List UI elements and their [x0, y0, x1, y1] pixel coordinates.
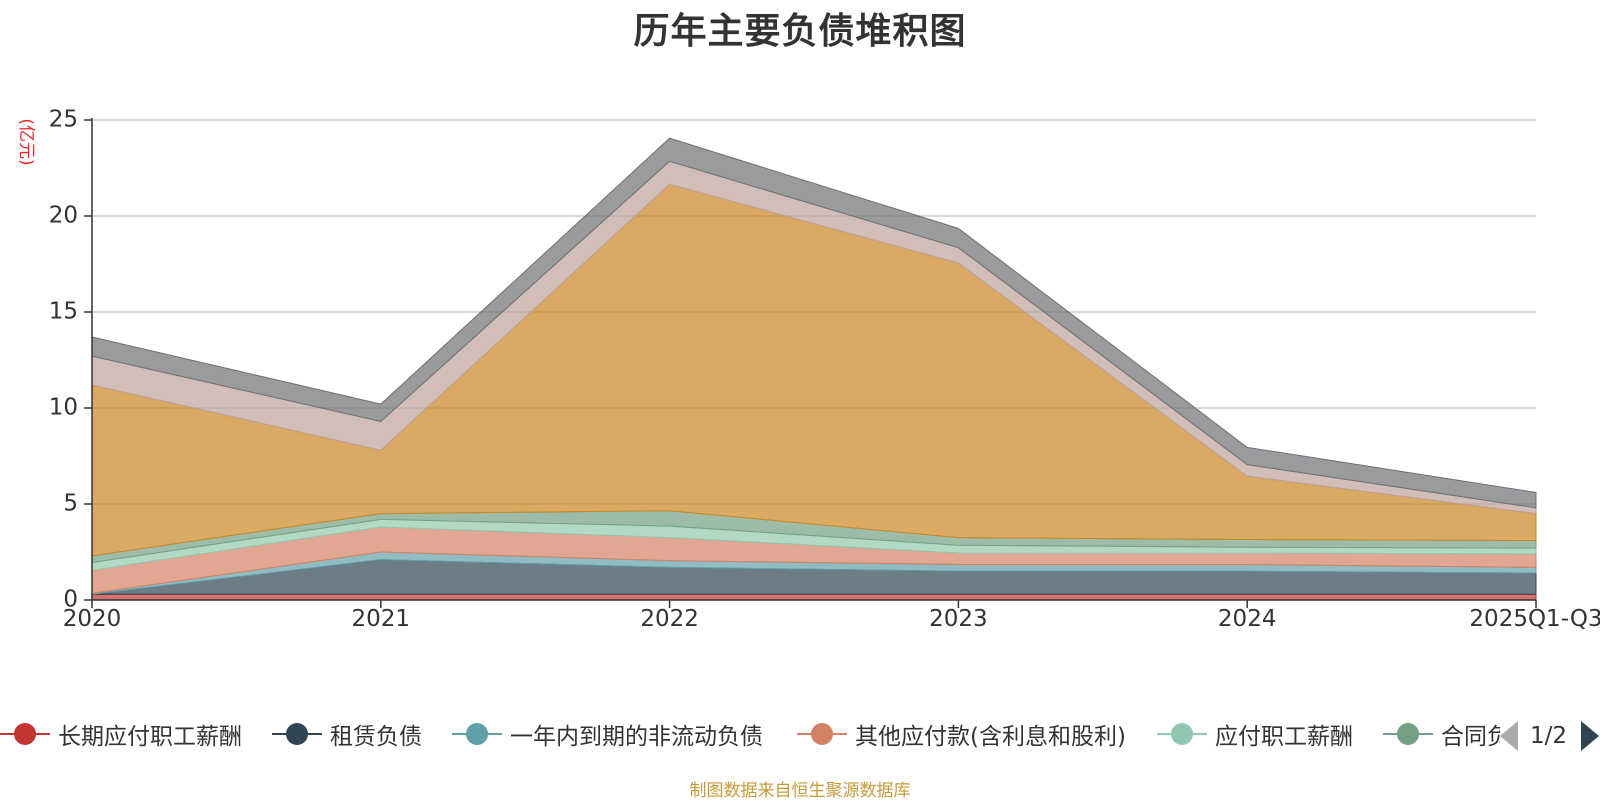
- legend: 长期应付职工薪酬 租赁负债 一年内到期的非流动负债 其他应付款(含利息和股利) 应付职工…: [0, 712, 1600, 756]
- legend-page-indicator: 1/2: [1530, 723, 1568, 749]
- legend-item[interactable]: 租赁负债: [272, 712, 422, 756]
- axes: 0 5 10 15 20 25 2020 2021 2022 2023 2024 2025Q1-Q3: [49, 107, 1600, 633]
- legend-label: 其他应付款(含利息和股利): [855, 724, 1126, 750]
- legend-next-page-icon[interactable]: [1581, 721, 1600, 751]
- legend-label: 租赁负债: [330, 724, 422, 750]
- x-tick-label: 2022: [640, 606, 699, 632]
- x-tick-label: 2021: [352, 606, 411, 632]
- chart-title: 历年主要负债堆积图: [633, 11, 967, 52]
- x-tick-label: 2020: [63, 606, 122, 632]
- legend-label: 长期应付职工薪酬: [58, 724, 242, 750]
- x-tick-label: 2025Q1-Q3: [1469, 606, 1600, 632]
- legend-label: 应付职工薪酬: [1215, 724, 1353, 750]
- legend-marker-icon: [272, 712, 322, 756]
- y-tick-label: 0: [63, 587, 78, 613]
- legend-item[interactable]: 长期应付职工薪酬: [0, 712, 242, 756]
- series-area-9: [91, 137, 1537, 509]
- area-series-layer: [91, 137, 1537, 601]
- x-tick-label: 2024: [1218, 606, 1277, 632]
- legend-item[interactable]: 一年内到期的非流动负债: [452, 712, 763, 756]
- legend-marker-icon: [1383, 712, 1433, 756]
- y-tick-label: 25: [49, 107, 78, 133]
- y-tick-label: 15: [49, 299, 78, 325]
- y-axis-unit-label: (亿元): [16, 118, 36, 165]
- legend-item[interactable]: 其他应付款(含利息和股利): [797, 712, 1126, 756]
- y-tick-label: 5: [63, 491, 78, 517]
- legend-marker-icon: [797, 712, 847, 756]
- legend-marker-icon: [452, 712, 502, 756]
- legend-marker-icon: [1157, 712, 1207, 756]
- legend-item[interactable]: 应付职工薪酬: [1157, 712, 1353, 756]
- series-area-1: [91, 593, 1537, 601]
- data-source-note: 制图数据来自恒生聚源数据库: [689, 781, 911, 801]
- y-tick-label: 20: [49, 203, 78, 229]
- legend-pager: 1/2: [1500, 716, 1600, 756]
- y-tick-label: 10: [49, 395, 78, 421]
- legend-label: 一年内到期的非流动负债: [510, 724, 763, 750]
- legend-marker-icon: [0, 712, 50, 756]
- series-area-7: [91, 183, 1537, 557]
- x-tick-label: 2023: [929, 606, 988, 632]
- legend-prev-page-icon[interactable]: [1500, 721, 1518, 751]
